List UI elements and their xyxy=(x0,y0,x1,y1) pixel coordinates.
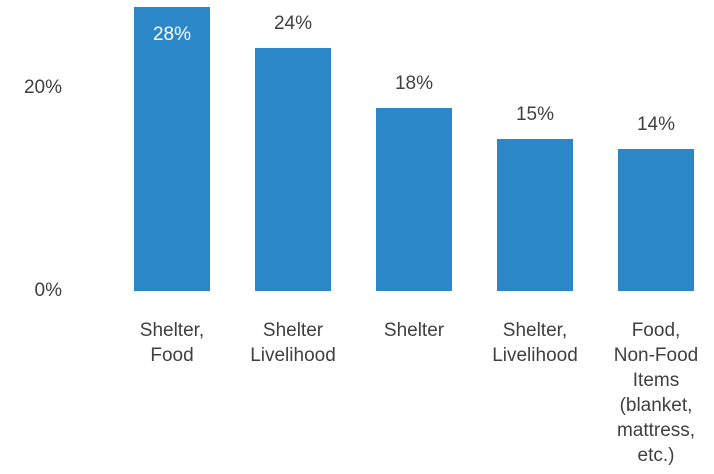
data-label: 18% xyxy=(394,73,434,95)
data-label: 28% xyxy=(152,24,192,45)
category-label: Shelter, Livelihood xyxy=(492,320,578,366)
data-label: 24% xyxy=(273,12,313,34)
bar xyxy=(134,7,210,291)
category-label: Shelter xyxy=(383,320,445,341)
category-label: Shelter Livelihood xyxy=(250,320,336,366)
bar xyxy=(255,47,331,291)
data-label: 14% xyxy=(636,114,676,135)
bar xyxy=(618,149,694,291)
data-label: 15% xyxy=(515,103,555,125)
bar xyxy=(376,108,452,291)
category-label: Shelter, Food xyxy=(139,320,205,366)
y-tick-label: 20% xyxy=(23,77,62,99)
y-tick-label: 0% xyxy=(34,280,62,301)
bar xyxy=(497,138,573,291)
category-label: Food, Non-Food Items (blanket, mattress,… xyxy=(613,320,699,466)
